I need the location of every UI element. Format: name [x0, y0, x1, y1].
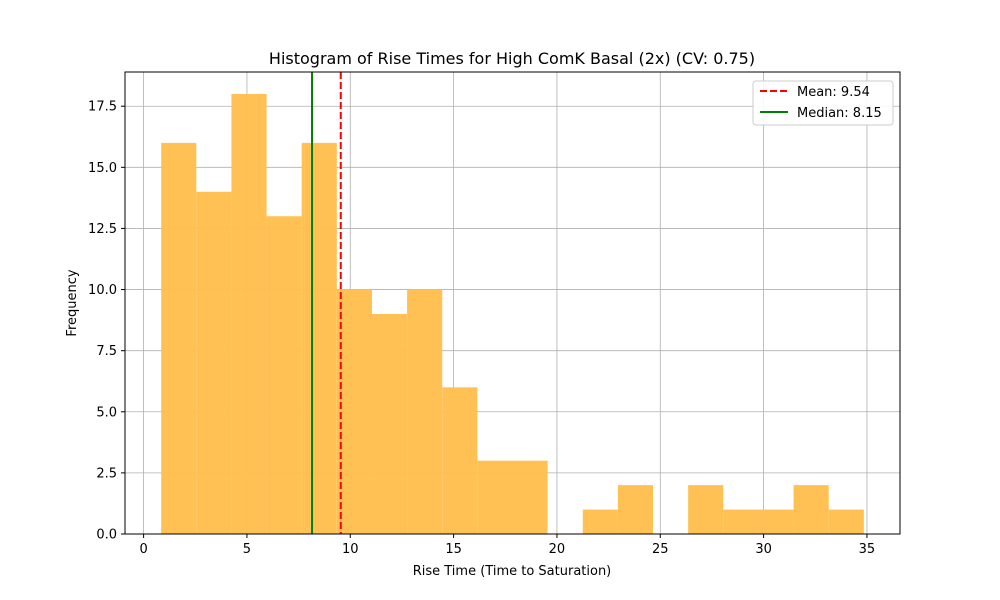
histogram-bar [758, 509, 794, 534]
y-tick-label: 0.0 [96, 528, 117, 543]
histogram-bar [723, 509, 759, 534]
histogram-bar [231, 94, 267, 534]
x-tick-label: 35 [859, 542, 876, 557]
y-tick-label: 12.5 [88, 222, 117, 237]
x-tick-label: 10 [342, 542, 359, 557]
histogram-bar [688, 485, 724, 534]
histogram-bar [512, 460, 548, 534]
histogram-bars [161, 94, 864, 534]
y-tick-label: 2.5 [96, 466, 117, 481]
histogram-bar [301, 142, 337, 534]
x-tick-label: 0 [139, 542, 147, 557]
histogram-bar [793, 485, 829, 534]
legend-label: Median: 8.15 [797, 106, 882, 121]
x-tick-label: 15 [445, 542, 462, 557]
histogram-bar [617, 485, 654, 534]
plot-frame [124, 71, 901, 535]
legend: Mean: 9.54 Median: 8.15 [752, 80, 894, 126]
x-tick-label: 30 [755, 542, 772, 557]
legend-label: Mean: 9.54 [797, 85, 870, 100]
y-tick-label: 17.5 [88, 100, 117, 115]
x-tick-label: 25 [652, 542, 669, 557]
y-tick-label: 15.0 [88, 161, 117, 176]
x-axis-title: Rise Time (Time to Saturation) [413, 564, 612, 579]
histogram-bar [266, 216, 302, 534]
legend-box [752, 80, 894, 126]
y-tick-label: 5.0 [96, 405, 117, 420]
histogram-bar [477, 460, 513, 534]
y-axis-title: Frequency [65, 269, 80, 336]
histogram-bar [828, 509, 864, 534]
histogram-bar [336, 289, 372, 534]
x-tick-label: 5 [243, 542, 251, 557]
histogram-bar [582, 509, 618, 534]
y-axis-ticks: 0.0 2.5 5.0 7.5 10.0 12.5 15.0 17.5 [88, 100, 125, 543]
reference-lines [311, 72, 342, 534]
y-tick-label: 7.5 [96, 344, 117, 359]
y-tick-label: 10.0 [88, 283, 117, 298]
histogram-bar [371, 314, 408, 534]
histogram-bar [442, 387, 478, 534]
histogram-bar [196, 191, 232, 534]
chart-title: Histogram of Rise Times for High ComK Ba… [269, 49, 755, 68]
histogram-bar [407, 289, 443, 534]
histogram-bar [161, 142, 197, 534]
x-axis-ticks: 0 5 10 15 20 25 30 35 [139, 534, 875, 557]
x-tick-label: 20 [549, 542, 566, 557]
